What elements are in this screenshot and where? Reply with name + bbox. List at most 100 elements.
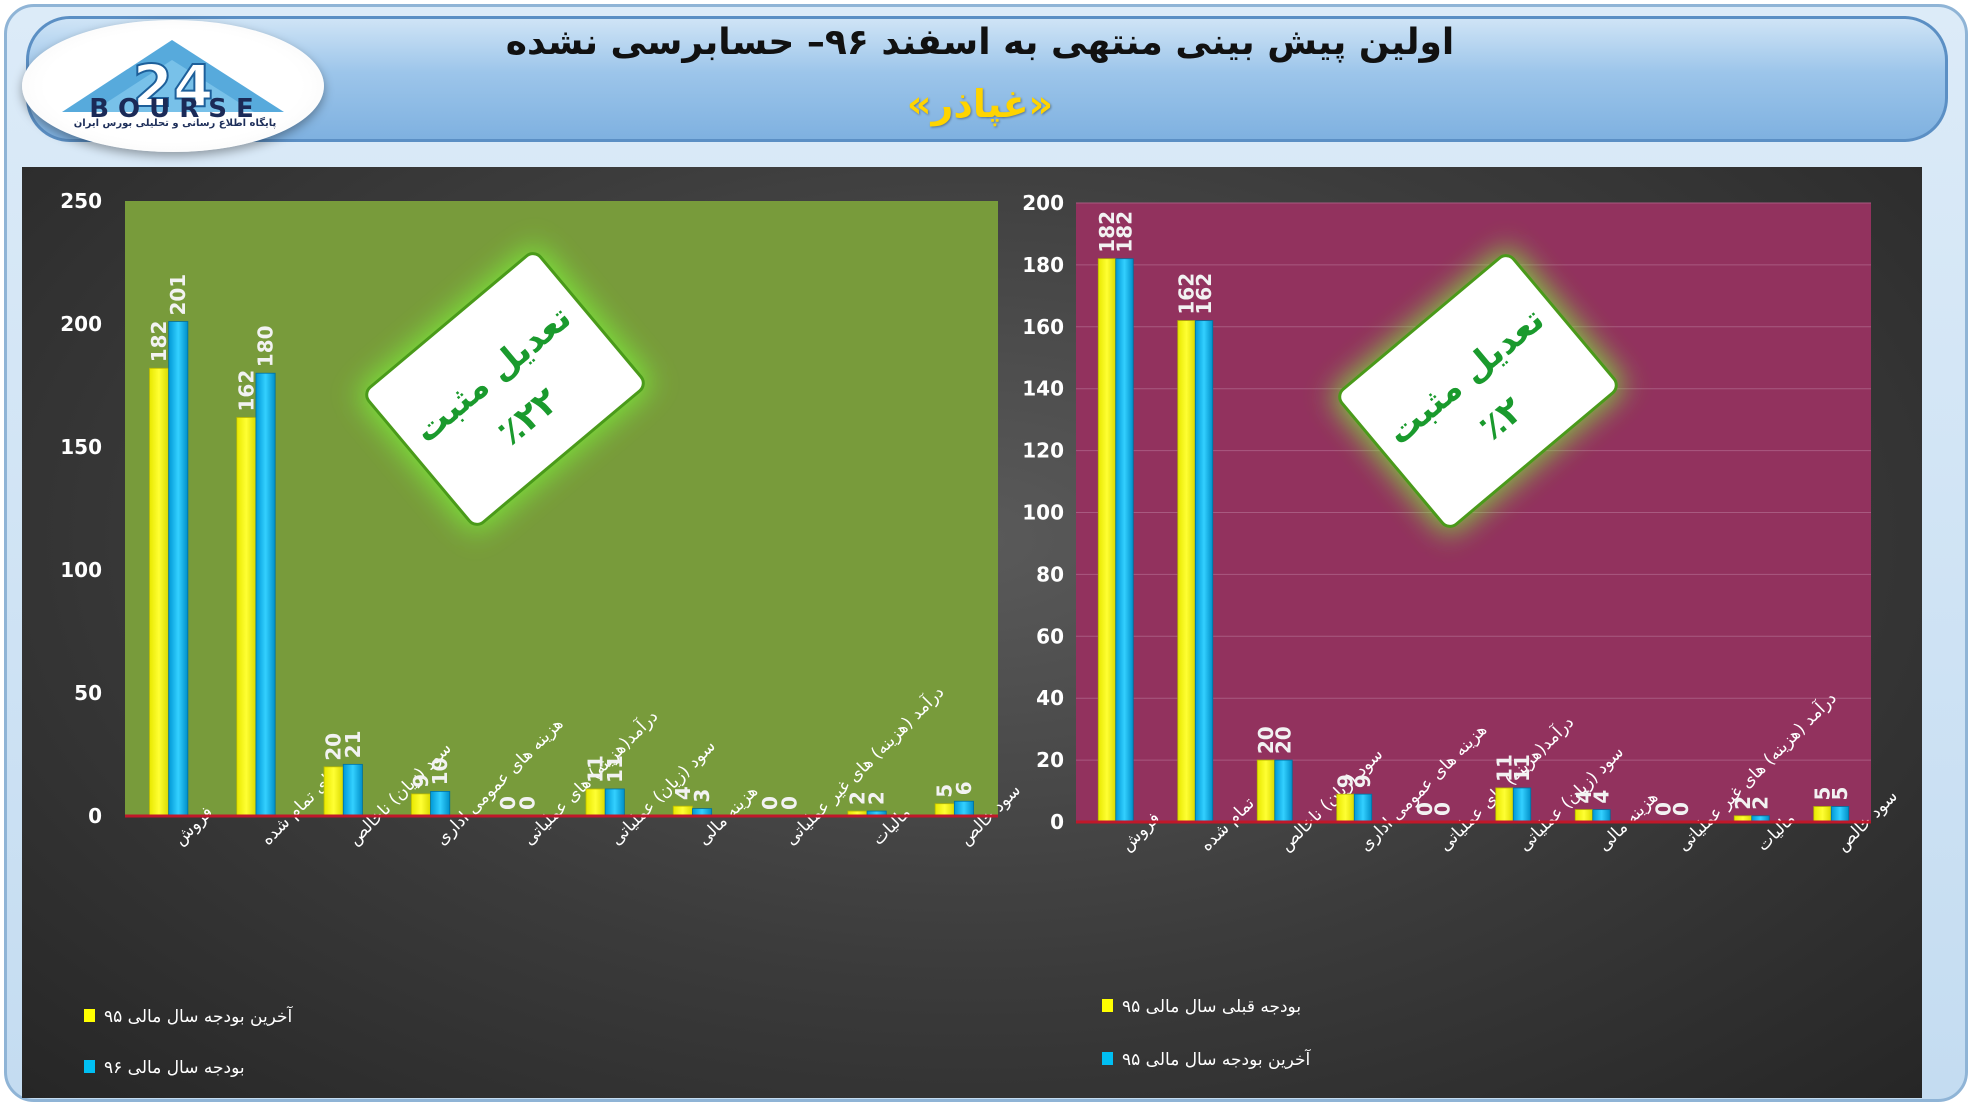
bar: [1274, 759, 1293, 823]
data-label: 180: [254, 325, 278, 367]
bar: [1115, 258, 1134, 823]
y-tick-label: 50: [74, 681, 102, 705]
badge-box: [365, 252, 645, 526]
data-label: 3: [690, 789, 714, 803]
bar: [1177, 320, 1196, 823]
bar: [255, 372, 276, 817]
logo-wordmark: BOURSE: [89, 94, 263, 124]
y-tick-label: 100: [1022, 501, 1064, 525]
bar: [604, 788, 625, 817]
legend-swatch: [84, 1060, 95, 1073]
bar: [1495, 787, 1514, 823]
legend-label: بودجه سال مالی ۹۶: [104, 1058, 245, 1078]
bar: [1830, 806, 1850, 823]
data-label: 4: [1589, 790, 1613, 804]
legend-swatch: [1102, 999, 1113, 1012]
bar: [323, 766, 344, 817]
bar: [1194, 320, 1214, 823]
bar: [342, 763, 363, 817]
data-label: 11: [584, 755, 608, 783]
bar: [168, 321, 189, 817]
bar: [149, 367, 170, 817]
legend-swatch: [1102, 1052, 1113, 1065]
data-label: 162: [1192, 273, 1216, 315]
y-tick-label: 180: [1022, 253, 1064, 277]
bar: [953, 800, 974, 817]
y-tick-label: 200: [60, 312, 102, 336]
y-tick-label: 20: [1036, 748, 1064, 772]
bar: [1336, 793, 1355, 823]
data-label: 10: [428, 758, 452, 786]
company-name: «غپاذر»: [906, 82, 1054, 126]
data-label: 0: [777, 796, 801, 810]
page-title: اولین پیش بینی منتهی به اسفند ۹۶– حسابرس…: [505, 22, 1455, 63]
bar: [1574, 809, 1594, 823]
data-label: 0: [1652, 802, 1676, 816]
data-label: 162: [234, 370, 258, 412]
data-label: 5: [1828, 787, 1852, 801]
bar: [1256, 759, 1276, 823]
y-tick-label: 200: [1022, 191, 1064, 215]
bar: [1353, 793, 1373, 823]
data-label: 182: [147, 321, 171, 363]
logo: 24: [22, 20, 324, 152]
bar: [430, 791, 451, 817]
data-label: 9: [1351, 774, 1375, 788]
badge-box: [1338, 254, 1618, 528]
bar: [410, 793, 431, 817]
y-tick-label: 100: [60, 558, 102, 582]
data-label: 6: [952, 781, 976, 795]
data-label: 20: [1254, 726, 1278, 754]
data-label: 4: [671, 786, 695, 800]
data-label: 0: [1669, 802, 1693, 816]
data-label: 4: [1572, 790, 1596, 804]
adjustment-badge: تعدیل مثبت٪۲: [1332, 248, 1624, 534]
y-tick-label: 0: [88, 804, 102, 828]
data-label: 2: [865, 791, 889, 805]
data-label: 0: [496, 796, 520, 810]
bar: [1592, 809, 1611, 823]
y-tick-label: 60: [1036, 624, 1064, 648]
y-tick-label: 120: [1022, 439, 1064, 463]
bar: [1813, 806, 1832, 823]
chart-right: 020406080100120140160180200182182فروش162…: [1022, 191, 1901, 1070]
y-tick-label: 150: [60, 435, 102, 459]
y-tick-label: 0: [1050, 810, 1064, 834]
data-label: 11: [1510, 754, 1534, 782]
legend-label: آخرین بودجه سال مالی ۹۵: [104, 1005, 294, 1027]
bar: [236, 417, 257, 817]
data-label: 20: [1271, 726, 1295, 754]
y-tick-label: 250: [60, 189, 102, 213]
data-label: 11: [1493, 754, 1517, 782]
logo-mark: 24: [62, 40, 284, 121]
bar: [1097, 258, 1117, 823]
legend-label: بودجه قبلی سال مالی ۹۵: [1122, 997, 1301, 1017]
y-tick-label: 80: [1036, 562, 1064, 586]
logo-tagline: پایگاه اطلاع رسانی و تحلیلی بورس ایران: [73, 118, 277, 129]
data-label: 2: [845, 791, 869, 805]
bar: [934, 803, 955, 817]
logo-number: 24: [133, 52, 214, 120]
data-label: 9: [1334, 774, 1358, 788]
y-tick-label: 160: [1022, 315, 1064, 339]
y-tick-label: 140: [1022, 377, 1064, 401]
data-label: 182: [1112, 211, 1136, 253]
bar: [585, 788, 606, 817]
header-bar: [26, 16, 1948, 142]
data-label: 9: [409, 774, 433, 788]
data-label: 0: [1430, 802, 1454, 816]
data-label: 201: [166, 274, 190, 316]
data-label: 182: [1095, 211, 1119, 253]
data-label: 0: [515, 796, 539, 810]
bar: [1512, 787, 1532, 823]
legend-swatch: [84, 1009, 95, 1022]
data-label: 0: [1413, 802, 1437, 816]
data-label: 5: [1811, 787, 1835, 801]
data-label: 162: [1175, 273, 1199, 315]
data-label: 11: [603, 755, 627, 783]
data-label: 21: [341, 730, 365, 758]
data-label: 5: [933, 784, 957, 798]
data-label: 0: [758, 796, 782, 810]
